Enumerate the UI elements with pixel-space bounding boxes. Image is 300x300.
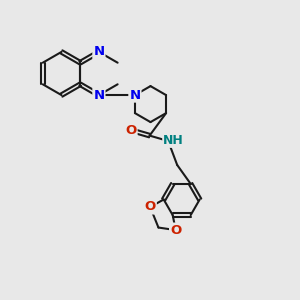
- Text: O: O: [170, 224, 181, 237]
- Text: N: N: [129, 88, 140, 102]
- Text: O: O: [125, 124, 136, 137]
- Text: NH: NH: [163, 134, 184, 147]
- Text: N: N: [93, 45, 104, 58]
- Text: N: N: [93, 88, 104, 102]
- Text: O: O: [145, 200, 156, 214]
